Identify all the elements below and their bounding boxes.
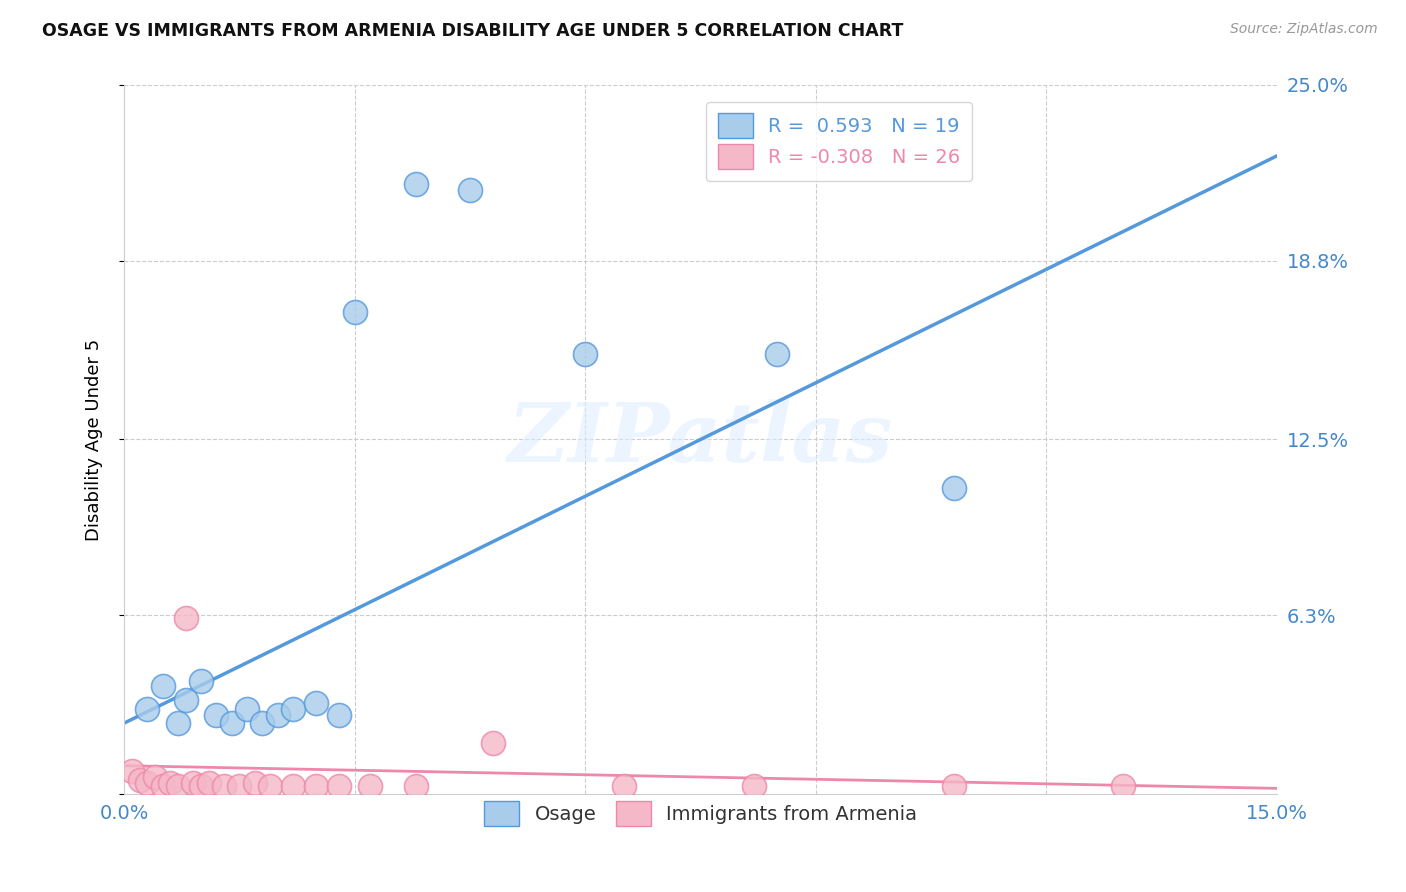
Point: [212, 779, 235, 793]
Y-axis label: Disability Age Under 5: Disability Age Under 5: [86, 338, 103, 541]
Text: OSAGE VS IMMIGRANTS FROM ARMENIA DISABILITY AGE UNDER 5 CORRELATION CHART: OSAGE VS IMMIGRANTS FROM ARMENIA DISABIL…: [42, 22, 904, 40]
Legend: Osage, Immigrants from Armenia: Osage, Immigrants from Armenia: [477, 793, 925, 834]
Point: [128, 772, 150, 787]
Point: [458, 183, 481, 197]
Point: [136, 775, 159, 789]
Point: [197, 775, 219, 789]
Point: [167, 716, 190, 731]
Point: [574, 347, 596, 361]
Point: [152, 679, 174, 693]
Point: [236, 702, 259, 716]
Point: [267, 707, 290, 722]
Point: [167, 779, 190, 793]
Point: [283, 702, 305, 716]
Point: [174, 693, 197, 707]
Point: [482, 736, 505, 750]
Point: [152, 779, 174, 793]
Point: [766, 347, 789, 361]
Point: [181, 775, 204, 789]
Point: [174, 611, 197, 625]
Point: [252, 716, 274, 731]
Point: [744, 779, 766, 793]
Point: [943, 481, 966, 495]
Point: [205, 707, 228, 722]
Text: ZIPatlas: ZIPatlas: [508, 400, 893, 480]
Point: [343, 305, 366, 319]
Point: [405, 779, 427, 793]
Point: [305, 696, 328, 710]
Point: [305, 779, 328, 793]
Point: [190, 779, 212, 793]
Point: [190, 673, 212, 688]
Point: [283, 779, 305, 793]
Point: [1112, 779, 1135, 793]
Point: [259, 779, 281, 793]
Point: [121, 764, 143, 779]
Point: [328, 707, 350, 722]
Text: Source: ZipAtlas.com: Source: ZipAtlas.com: [1230, 22, 1378, 37]
Point: [136, 702, 159, 716]
Point: [243, 775, 266, 789]
Point: [221, 716, 243, 731]
Point: [405, 178, 427, 192]
Point: [359, 779, 381, 793]
Point: [159, 775, 181, 789]
Point: [613, 779, 636, 793]
Point: [328, 779, 350, 793]
Point: [943, 779, 966, 793]
Point: [228, 779, 250, 793]
Point: [143, 770, 166, 784]
